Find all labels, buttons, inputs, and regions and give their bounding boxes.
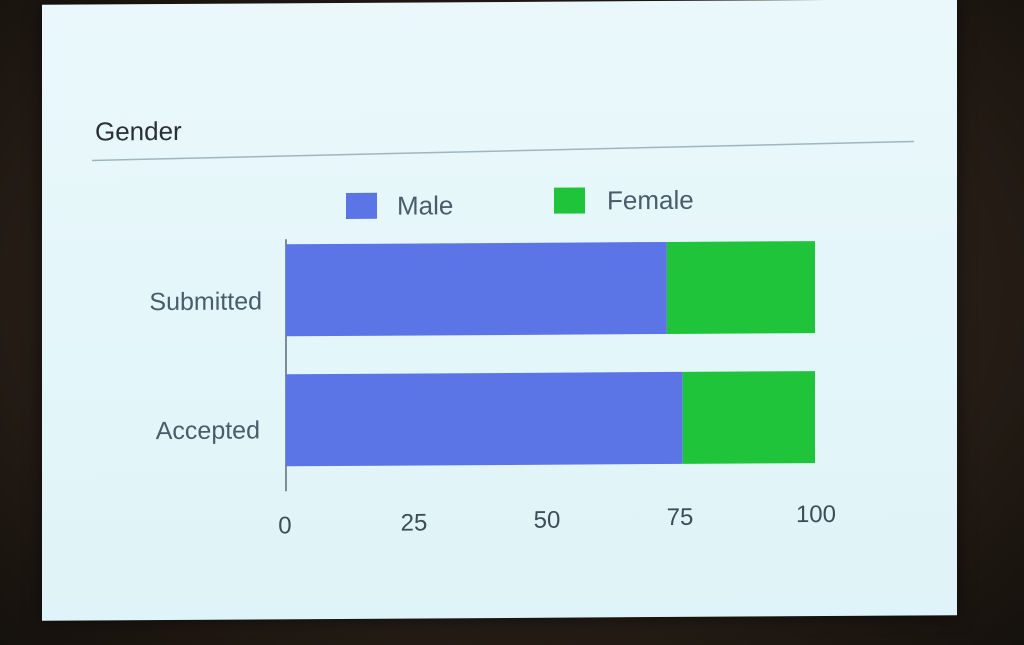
title-divider <box>91 140 915 162</box>
x-tick-label-75: 75 <box>667 504 694 531</box>
category-label-submitted: Submitted <box>149 287 262 316</box>
bars <box>286 241 815 467</box>
legend: Male Female <box>346 185 694 221</box>
bar-accepted-male <box>286 371 683 467</box>
legend-label-female: Female <box>607 185 694 216</box>
category-labels: Submitted Accepted <box>149 287 262 445</box>
x-tick-label-25: 25 <box>401 509 428 536</box>
bar-submitted-male <box>286 241 667 337</box>
legend-swatch-male <box>346 192 377 219</box>
x-tick-label-50: 50 <box>534 507 561 534</box>
chart-title: Gender <box>95 116 182 147</box>
legend-label-male: Male <box>397 190 453 220</box>
legend-swatch-female <box>554 187 585 214</box>
bar-accepted-female <box>682 371 815 464</box>
gender-chart: Gender Male Female Submitted Accepted 0 … <box>91 116 915 539</box>
plot-area: Submitted Accepted 0 25 50 75 100 <box>149 239 836 539</box>
x-axis-ticks: 0 25 50 75 100 <box>278 501 836 539</box>
bar-submitted-female <box>666 241 815 334</box>
x-tick-label-100: 100 <box>796 501 836 528</box>
x-tick-label-0: 0 <box>278 512 291 539</box>
projection-screen: Gender Male Female Submitted Accepted 0 … <box>42 0 957 621</box>
category-label-accepted: Accepted <box>156 416 260 445</box>
